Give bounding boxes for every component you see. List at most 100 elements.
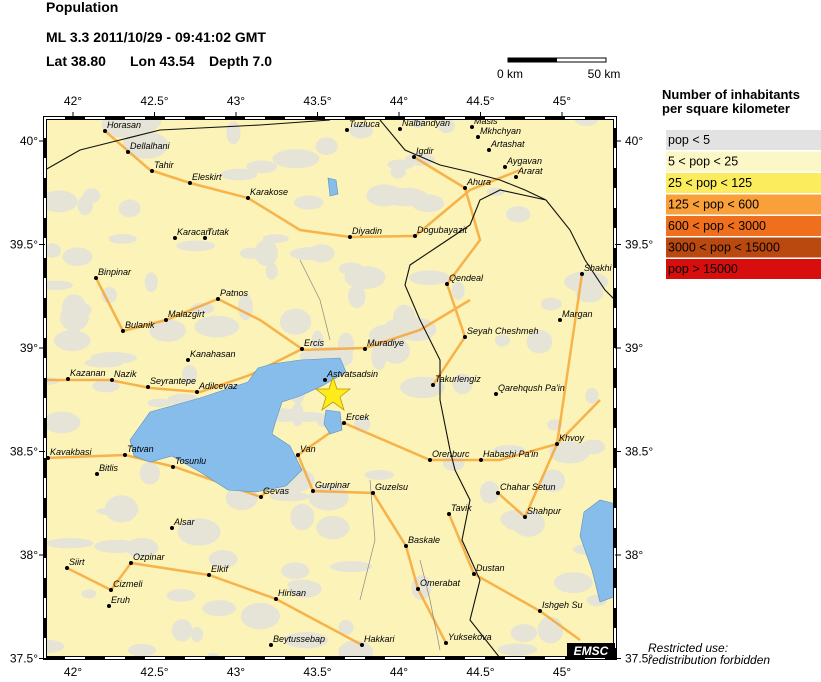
town-dot <box>558 318 562 322</box>
sparse-area <box>92 379 120 393</box>
sparse-area <box>493 445 525 455</box>
credit: EMSC <box>574 644 609 658</box>
town-dot <box>146 385 150 389</box>
sparse-area <box>344 266 386 290</box>
lat-label: 38° <box>20 548 38 562</box>
sparse-area <box>281 562 310 580</box>
road <box>497 273 584 520</box>
town-label: Masis <box>474 116 498 126</box>
town-label: Dellalhani <box>130 141 171 151</box>
legend-swatch <box>666 151 821 172</box>
town-dot <box>494 392 498 396</box>
notice-line1: Restricted use: <box>648 641 728 655</box>
town-label: Seyah Cheshmeh <box>467 326 539 336</box>
town-dot <box>463 186 467 190</box>
sparse-area <box>540 297 562 311</box>
town-label: Beytussebap <box>273 634 325 644</box>
road <box>296 454 448 644</box>
sparse-area <box>315 137 338 155</box>
lat-label: 40° <box>625 134 643 148</box>
town-label: Adilcevaz <box>198 381 238 391</box>
town-label: Baskale <box>408 535 440 545</box>
town-label: Elkif <box>211 564 230 574</box>
lon-label: 45° <box>553 665 571 679</box>
sparse-area <box>53 330 91 352</box>
sparse-area <box>497 643 538 656</box>
lon-label: 43.5° <box>303 94 331 108</box>
town-label: Ercis <box>304 338 324 348</box>
town-dot <box>538 609 542 613</box>
lat-info: Lat 38.80 <box>46 53 106 69</box>
sparse-area <box>392 304 416 332</box>
town-dot <box>171 465 175 469</box>
town-dot <box>150 169 154 173</box>
town-label: Karakose <box>250 187 288 197</box>
town-dot <box>207 573 211 577</box>
legend-title-2: per square kilometer <box>662 101 790 116</box>
town-label: Habashi Pa'in <box>483 449 538 459</box>
sparse-area <box>166 589 196 602</box>
lat-label: 39° <box>20 341 38 355</box>
sparse-area <box>290 503 315 531</box>
sparse-area <box>284 632 329 649</box>
lon-label: 45° <box>553 94 571 108</box>
town-label: Eleskirt <box>192 172 222 182</box>
town-label: Guzelsu <box>375 482 408 492</box>
town-dot <box>412 155 416 159</box>
sparse-area <box>289 247 331 261</box>
town-label: Aygavan <box>506 156 542 166</box>
town-label: Cizmeli <box>113 579 144 589</box>
sparse-area <box>108 233 137 244</box>
sparse-area <box>291 402 304 427</box>
town-dot <box>300 347 304 351</box>
road <box>104 130 521 239</box>
town-label: Qendeal <box>449 273 484 283</box>
legend-swatch <box>666 173 821 193</box>
town-dot <box>342 421 346 425</box>
lon-label: 42.5° <box>140 94 168 108</box>
sparse-area <box>316 515 350 540</box>
scale-start: 0 km <box>497 67 523 81</box>
town-label: Qarehqush Pa'in <box>498 383 565 393</box>
town-label: Chahar Setun <box>500 482 556 492</box>
town-dot <box>431 383 435 387</box>
credit-box <box>567 643 615 658</box>
lat-label: 38.5° <box>10 445 38 459</box>
sparse-area <box>540 469 566 493</box>
sparse-area <box>176 240 215 252</box>
town-dot <box>413 234 417 238</box>
town-dot <box>95 472 99 476</box>
town-dot <box>311 489 315 493</box>
sparse-area <box>101 287 118 304</box>
town-dot <box>345 128 349 132</box>
town-label: Bulanik <box>125 320 155 330</box>
lat-label: 39.5° <box>625 238 653 252</box>
legend-label: 600 < pop < 3000 <box>668 219 766 233</box>
sparse-area <box>147 398 171 408</box>
sparse-area <box>311 330 324 354</box>
town-dot <box>164 318 168 322</box>
town-label: Nalbandyan <box>402 118 450 128</box>
town-label: Patnos <box>220 288 249 298</box>
lon-label: 43° <box>227 94 245 108</box>
sparse-area <box>181 365 198 383</box>
sparse-area <box>383 187 428 207</box>
town-label: Dogubayazit <box>417 225 468 235</box>
town-label: Tavik <box>451 503 472 513</box>
sparse-area <box>208 549 238 569</box>
town-label: Tahir <box>154 160 175 170</box>
legend-label: pop > 15000 <box>668 262 738 276</box>
lat-label: 38.5° <box>625 445 653 459</box>
town-dot <box>463 335 467 339</box>
legend-swatch <box>666 237 821 258</box>
sparse-area <box>451 281 465 300</box>
town-label: Tutak <box>207 227 229 237</box>
legend-label: 5 < pop < 25 <box>668 155 738 169</box>
town-dot <box>66 377 70 381</box>
town-label: Tosunlu <box>175 456 206 466</box>
legend-label: 125 < pop < 600 <box>668 198 759 212</box>
town-label: Mkhchyan <box>480 126 521 136</box>
sparse-area <box>564 271 608 293</box>
sparse-area <box>494 334 511 347</box>
lon-label: 42° <box>64 94 82 108</box>
